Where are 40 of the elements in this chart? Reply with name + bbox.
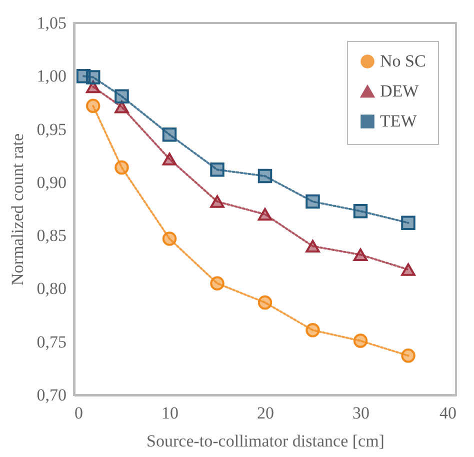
y-tick-label: 0,75 <box>36 332 66 352</box>
point <box>353 248 368 262</box>
point <box>306 240 320 253</box>
point <box>401 216 416 230</box>
legend-label: No SC <box>380 52 426 70</box>
legend-label: TEW <box>380 112 418 130</box>
y-tick-label: 0,90 <box>36 172 66 192</box>
point <box>401 348 416 363</box>
point <box>353 204 368 218</box>
point <box>162 232 177 246</box>
point <box>210 162 224 177</box>
x-tick-label: 30 <box>352 404 370 422</box>
y-tick-label: 0,70 <box>36 386 66 404</box>
point <box>258 208 272 221</box>
y-tick-label: 0,85 <box>36 226 66 246</box>
y-tick-label: 0,95 <box>36 120 66 139</box>
x-tick-label: 10 <box>162 404 178 422</box>
point <box>86 98 100 114</box>
x-tick-label: 20 <box>257 404 274 422</box>
point <box>258 168 272 184</box>
y-tick-label: 1,00 <box>36 66 66 86</box>
y-tick-label: 1,05 <box>36 14 66 32</box>
point <box>401 263 416 276</box>
y-axis-title: Normalized count rate <box>8 134 27 286</box>
x-axis-title: Source-to-collimator distance [cm] <box>146 432 384 450</box>
point <box>353 334 368 348</box>
point <box>114 89 129 104</box>
point <box>86 70 100 84</box>
point <box>306 194 320 209</box>
point <box>210 195 224 208</box>
point <box>258 295 272 310</box>
y-tick-label: 0,80 <box>36 279 66 298</box>
point <box>162 127 177 142</box>
x-tick-label: 0 <box>74 404 83 422</box>
point <box>114 160 129 175</box>
point <box>162 152 177 166</box>
point <box>210 276 224 291</box>
x-tick-label: 40 <box>440 404 456 422</box>
point <box>306 323 320 338</box>
legend-label: DEW <box>380 82 420 100</box>
